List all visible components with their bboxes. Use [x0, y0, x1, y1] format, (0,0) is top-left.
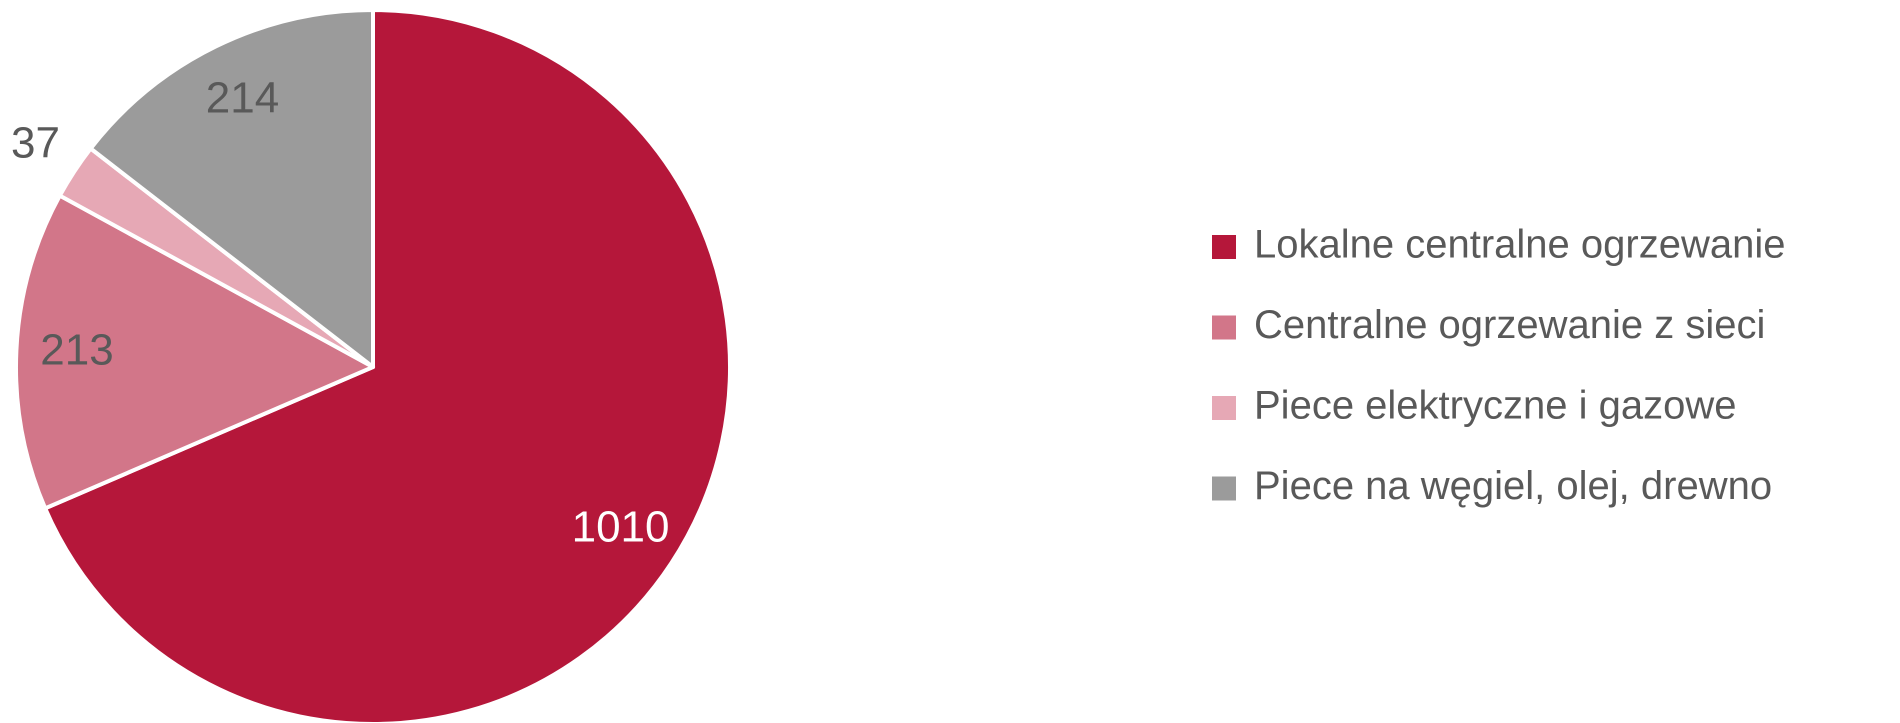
legend-swatch: [1212, 235, 1236, 259]
data-label: 37: [11, 119, 60, 168]
legend-label: Piece na węgiel, olej, drewno: [1254, 464, 1772, 508]
legend-swatch: [1212, 396, 1236, 420]
data-label: 1010: [572, 502, 670, 551]
data-label: 213: [40, 326, 113, 375]
legend-swatch: [1212, 315, 1236, 340]
legend-label: Lokalne centralne ogrzewanie: [1254, 223, 1785, 267]
data-label: 214: [206, 74, 279, 123]
pie-slice: [43, 8, 732, 723]
pie-slice: [14, 193, 375, 511]
legend-swatch: [1212, 476, 1236, 501]
legend-label: Centralne ogrzewanie z sieci: [1254, 303, 1765, 347]
legend-label: Piece elektryczne i gazowe: [1254, 384, 1736, 428]
pie-slice: [88, 8, 375, 369]
